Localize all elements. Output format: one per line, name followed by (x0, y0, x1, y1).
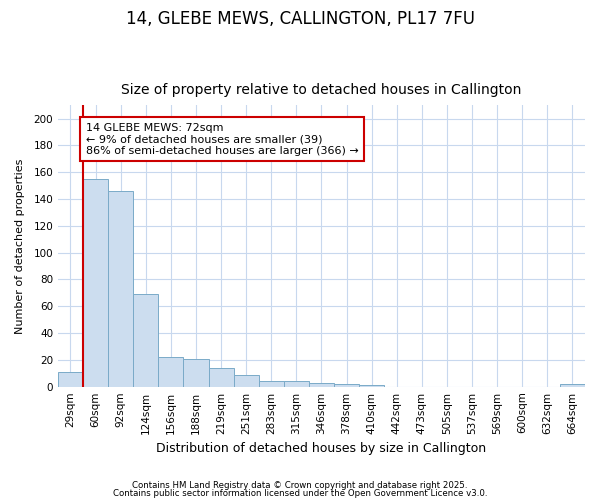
Text: Contains HM Land Registry data © Crown copyright and database right 2025.: Contains HM Land Registry data © Crown c… (132, 481, 468, 490)
X-axis label: Distribution of detached houses by size in Callington: Distribution of detached houses by size … (157, 442, 487, 455)
Bar (233, 374, 259, 386)
Bar (560, 384, 585, 386)
Bar (108, 191, 133, 386)
Bar (83, 179, 108, 386)
Y-axis label: Number of detached properties: Number of detached properties (15, 158, 25, 334)
Bar (209, 368, 233, 386)
Bar (184, 358, 209, 386)
Bar (259, 382, 284, 386)
Bar (334, 384, 359, 386)
Bar (284, 382, 309, 386)
Text: Contains public sector information licensed under the Open Government Licence v3: Contains public sector information licen… (113, 488, 487, 498)
Bar (133, 294, 158, 386)
Text: 14 GLEBE MEWS: 72sqm
← 9% of detached houses are smaller (39)
86% of semi-detach: 14 GLEBE MEWS: 72sqm ← 9% of detached ho… (86, 122, 358, 156)
Bar (309, 382, 334, 386)
Title: Size of property relative to detached houses in Callington: Size of property relative to detached ho… (121, 83, 521, 97)
Bar (58, 372, 83, 386)
Text: 14, GLEBE MEWS, CALLINGTON, PL17 7FU: 14, GLEBE MEWS, CALLINGTON, PL17 7FU (125, 10, 475, 28)
Bar (158, 357, 184, 386)
